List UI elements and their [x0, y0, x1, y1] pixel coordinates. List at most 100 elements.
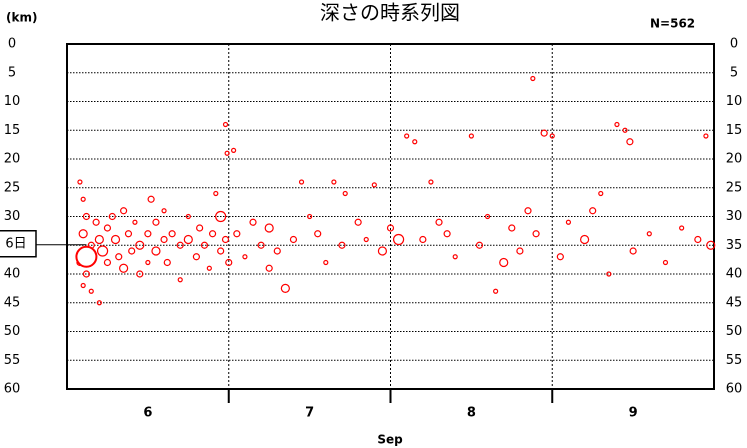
point	[289, 235, 298, 244]
y-tick-label-right: 35	[726, 238, 743, 253]
point	[94, 234, 104, 245]
point	[135, 240, 145, 250]
y-tick-label: 40	[4, 267, 21, 282]
y-tick-label-right: 20	[726, 152, 743, 167]
point	[78, 229, 88, 239]
point	[371, 182, 377, 188]
y-tick-label-right: 5	[730, 65, 738, 80]
x-tick-label: 9	[629, 406, 638, 421]
y-tick-label: 45	[4, 295, 21, 310]
point	[96, 245, 109, 257]
highlight-box	[0, 230, 37, 258]
point	[386, 224, 395, 232]
count-label: N=562	[650, 17, 695, 31]
point	[233, 230, 241, 238]
point	[338, 241, 346, 249]
point	[103, 224, 112, 232]
x-tick-label: 6	[143, 406, 152, 421]
point	[392, 233, 405, 246]
point	[540, 129, 548, 137]
point	[264, 223, 274, 233]
point	[443, 230, 451, 238]
point	[435, 218, 443, 226]
point	[119, 263, 129, 273]
point	[280, 283, 290, 293]
point	[80, 282, 86, 289]
point	[200, 241, 209, 249]
point	[532, 230, 540, 238]
point	[694, 235, 702, 244]
point	[145, 259, 151, 266]
point	[273, 247, 281, 255]
point	[377, 246, 388, 256]
point	[626, 138, 634, 146]
point	[307, 213, 313, 220]
point	[176, 241, 184, 249]
point	[120, 207, 128, 215]
y-unit: (km)	[6, 11, 37, 25]
point	[82, 270, 91, 278]
point	[419, 235, 427, 244]
point	[136, 270, 144, 278]
point	[108, 212, 116, 221]
point	[192, 253, 200, 261]
point	[428, 179, 434, 185]
point	[242, 254, 248, 260]
point	[124, 230, 133, 238]
highlight-point	[75, 245, 98, 268]
point	[354, 218, 362, 226]
point	[152, 218, 160, 226]
point	[96, 300, 102, 306]
point	[92, 218, 100, 226]
point	[530, 75, 536, 82]
point	[516, 247, 524, 255]
point	[115, 253, 123, 261]
y-tick-label: 10	[4, 94, 21, 109]
point	[589, 207, 597, 215]
point	[265, 264, 273, 272]
point	[524, 207, 532, 215]
point	[323, 259, 329, 266]
point	[208, 230, 217, 238]
y-tick-label: 60	[4, 382, 21, 397]
point	[213, 190, 219, 197]
point	[110, 234, 121, 245]
y-tick-label-right: 50	[726, 324, 743, 339]
x-tick-label: 8	[467, 406, 476, 421]
y-tick-label: 15	[4, 123, 21, 138]
point	[82, 212, 91, 221]
point	[614, 121, 620, 128]
point	[622, 127, 628, 133]
y-tick-label-right: 15	[726, 123, 743, 138]
point	[249, 218, 257, 226]
y-tick-label: 25	[4, 180, 21, 195]
point	[703, 133, 709, 139]
y-tick-label-right: 55	[726, 353, 743, 368]
point	[151, 246, 161, 256]
point	[217, 247, 225, 255]
point	[132, 219, 138, 225]
point	[679, 225, 685, 231]
point	[177, 277, 183, 283]
y-tick-label-right: 10	[726, 94, 743, 109]
point	[215, 210, 227, 223]
point	[147, 195, 155, 203]
x-axis-label: Sep	[377, 433, 403, 447]
chart-title: 深さの時系列図	[320, 1, 460, 25]
highlight-label: 6日	[5, 236, 26, 251]
point	[128, 247, 136, 255]
point	[342, 190, 348, 197]
point	[160, 235, 168, 244]
point	[88, 288, 94, 294]
y-tick-label-right: 60	[726, 382, 743, 397]
point	[579, 234, 590, 245]
point	[314, 230, 322, 238]
y-tick-label-right: 45	[726, 295, 743, 310]
point	[196, 224, 204, 232]
point	[363, 236, 369, 243]
point	[475, 241, 484, 249]
point	[257, 241, 265, 249]
plot-frame	[66, 43, 715, 390]
point	[629, 247, 637, 255]
